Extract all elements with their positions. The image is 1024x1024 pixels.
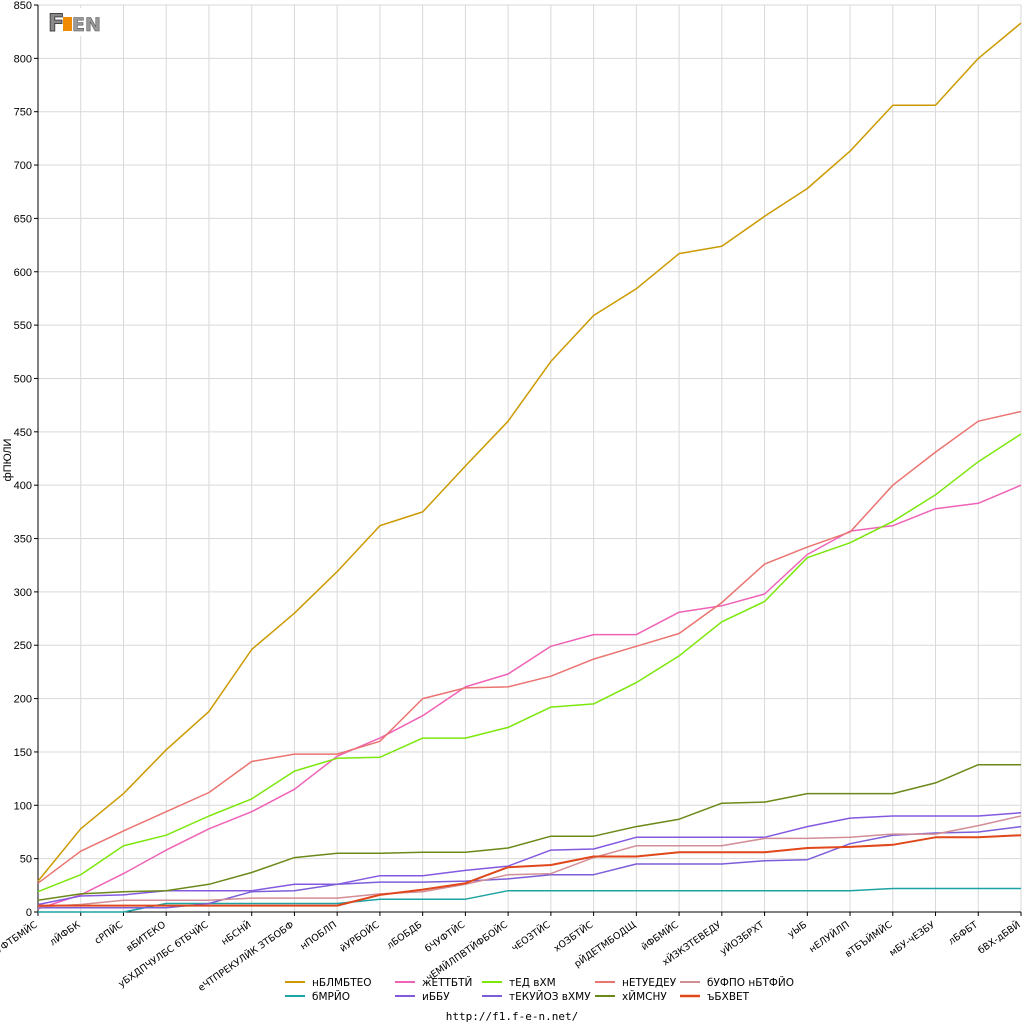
x-tick-label: уЫБ xyxy=(786,919,809,940)
y-tick-label: 600 xyxy=(14,267,32,279)
y-tick-label: 0 xyxy=(26,907,32,919)
series-line xyxy=(37,484,1022,910)
x-tick-label: нПОБЛП xyxy=(298,919,338,952)
y-tick-label: 700 xyxy=(14,160,32,172)
chart-series-lines xyxy=(37,22,1022,913)
legend-label: нЕТУЕДЕУ xyxy=(622,977,677,989)
legend-label: иББУ xyxy=(422,991,450,1003)
series-line xyxy=(38,834,1022,907)
legend-label: ъБХВЕТ xyxy=(707,991,750,1003)
y-tick-label: 300 xyxy=(14,587,32,599)
x-tick-label: йУРБОЙС xyxy=(338,918,382,954)
series-line xyxy=(37,812,1022,906)
x-tick-label: бЧУФТБМЙС xyxy=(0,918,40,963)
y-tick-label: 250 xyxy=(14,640,32,652)
y-tick-label: 650 xyxy=(14,213,32,225)
x-tick-label: уЙОЗБРХТ xyxy=(718,919,767,958)
y-axis-label: фПЮЛИ xyxy=(2,439,14,482)
svg-text:EN: EN xyxy=(72,14,100,36)
series-line xyxy=(37,410,1022,884)
series-line xyxy=(37,763,1021,902)
series-line xyxy=(38,825,1022,909)
chart-grid xyxy=(37,4,1022,913)
legend-label: нБЛМБТЕО xyxy=(312,977,372,989)
x-tick-label: йФБМЙС xyxy=(639,918,681,953)
legend-label: бМРЙО xyxy=(312,990,350,1003)
y-tick-label: 800 xyxy=(14,53,32,65)
x-tick-label: сРПЙС xyxy=(92,918,125,946)
y-axis: 0 50 100 150 200 250 300 350 400 450 500 550 600 650 7… xyxy=(14,0,39,919)
y-tick-label: 550 xyxy=(14,320,32,332)
svg-text:F: F xyxy=(48,9,64,36)
source-url[interactable]: http://f1.f-e-n.net/ xyxy=(445,1010,579,1023)
f1en-logo: F EN xyxy=(46,8,100,36)
y-tick-label: 150 xyxy=(14,747,32,759)
y-tick-label: 750 xyxy=(14,107,32,119)
y-tick-label: 50 xyxy=(20,854,32,866)
x-tick-label: лБОБДБ xyxy=(385,919,425,951)
legend-label: бУФПО нБТФЙО xyxy=(707,976,794,989)
x-tick-label: чЕОЗТЙС xyxy=(509,918,553,954)
x-tick-label: нБСНЙ xyxy=(219,919,253,948)
y-tick-label: 850 xyxy=(14,0,32,12)
x-tick-label: чЕМЙЛПВТЙФБОЙС xyxy=(424,918,510,983)
y-tick-label: 400 xyxy=(14,480,32,492)
x-tick-label: бВХ-дБВЙ xyxy=(976,919,1023,957)
x-tick-label: лБФБТ xyxy=(947,919,981,947)
y-tick-label: 500 xyxy=(14,373,32,385)
y-tick-label: 350 xyxy=(14,534,32,546)
y-tick-label: 100 xyxy=(14,800,32,812)
x-tick-label: вТБЪЙМЙС xyxy=(843,918,895,960)
y-tick-label: 450 xyxy=(14,427,32,439)
series-line xyxy=(37,22,1022,882)
x-tick-label: лЙФБК xyxy=(47,918,82,948)
legend-label: жЕТТБТЙ xyxy=(422,976,472,989)
series-line xyxy=(37,433,1022,893)
legend-label: хЙМСНУ xyxy=(622,990,667,1003)
legend-label: тЕКУЙОЗ вХМУ xyxy=(509,990,591,1003)
y-tick-label: 200 xyxy=(14,694,32,706)
series-line xyxy=(37,815,1022,908)
x-tick-label: мБУ-чЕЗБУ xyxy=(888,919,938,958)
legend-label: тЕД вХМ xyxy=(509,977,556,989)
